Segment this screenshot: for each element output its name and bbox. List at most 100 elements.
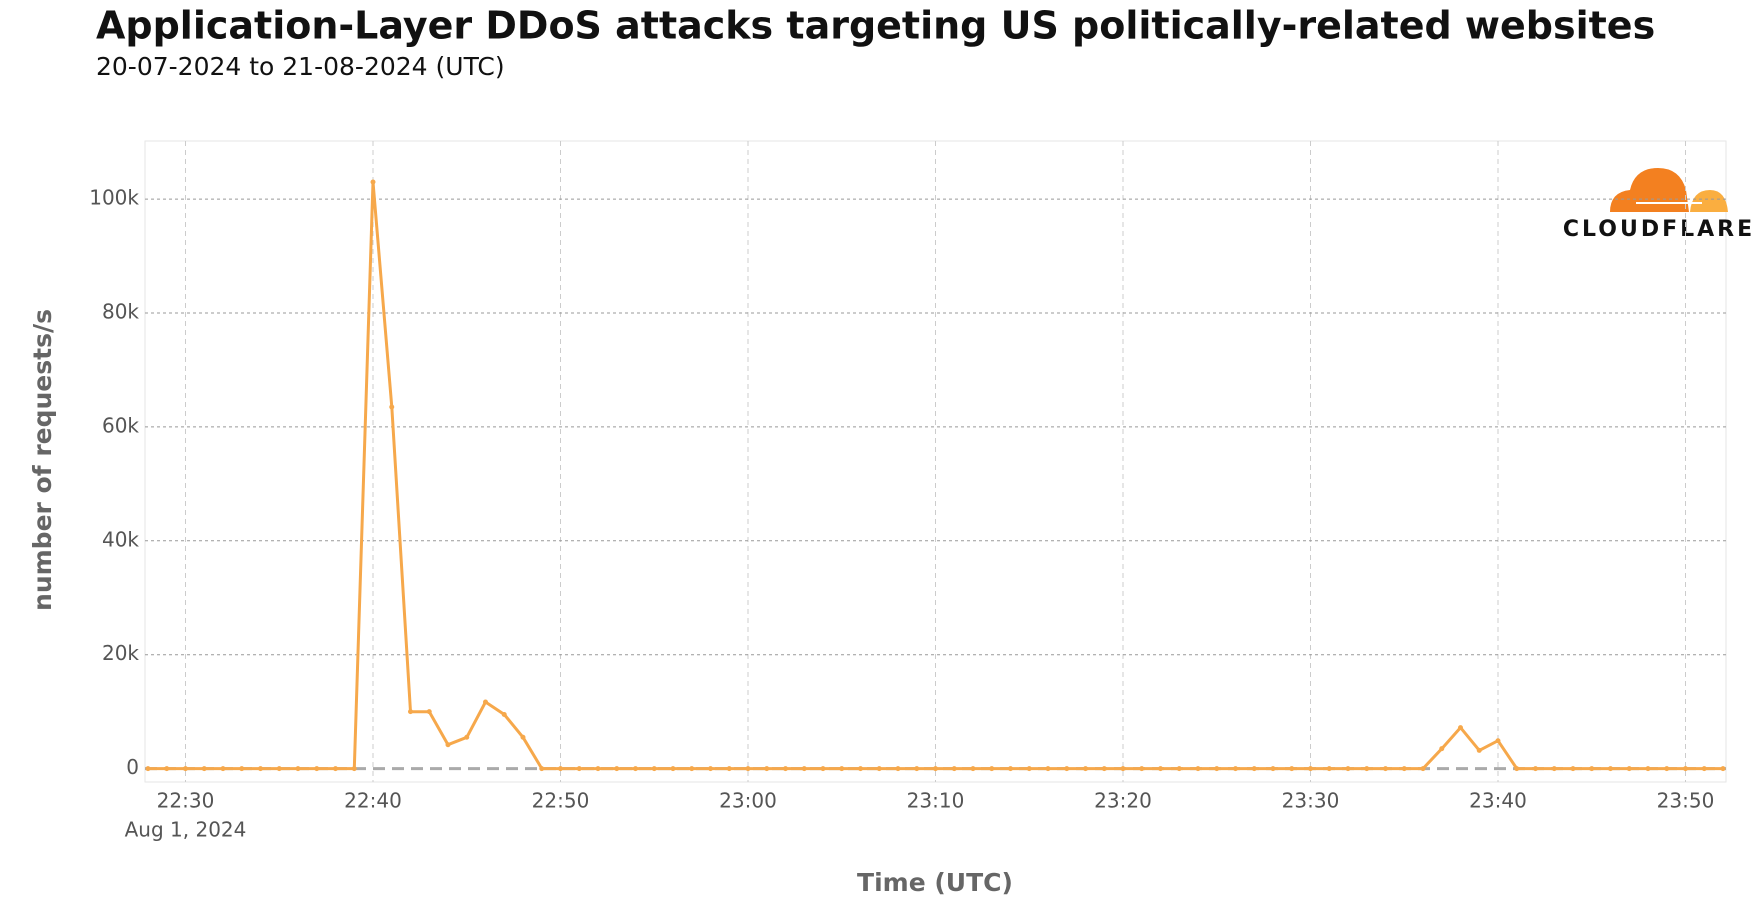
- data-point: [164, 766, 170, 772]
- data-point: [1701, 766, 1707, 772]
- y-tick-label: 20k: [102, 641, 139, 665]
- data-point: [1495, 738, 1501, 744]
- data-point: [1439, 746, 1445, 752]
- data-point: [1214, 766, 1220, 772]
- data-point: [1720, 766, 1726, 772]
- data-point: [539, 766, 545, 772]
- data-point: [858, 766, 863, 772]
- x-tick-label: 22:50: [532, 789, 590, 813]
- x-tick-label: 23:20: [1094, 789, 1152, 813]
- data-point: [1326, 766, 1332, 772]
- x-tick-label: 23:00: [719, 789, 777, 813]
- x-tick-label: 23:50: [1657, 789, 1715, 813]
- data-point: [764, 766, 770, 772]
- data-point: [1589, 766, 1595, 772]
- data-point: [445, 742, 451, 748]
- data-point: [689, 766, 695, 772]
- data-point: [651, 766, 657, 772]
- x-tick-label: 23:30: [1282, 789, 1340, 813]
- y-tick-label: 100k: [89, 186, 139, 210]
- x-tick-label: 22:40: [344, 789, 402, 813]
- data-point: [426, 709, 432, 715]
- data-point: [1551, 766, 1557, 772]
- data-point: [1645, 766, 1651, 772]
- data-point: [1045, 766, 1051, 772]
- data-point: [1458, 725, 1463, 731]
- data-point: [989, 766, 995, 772]
- data-point: [464, 734, 470, 740]
- data-point: [614, 766, 620, 772]
- data-point: [726, 766, 732, 772]
- data-point: [1364, 766, 1370, 772]
- data-point: [258, 766, 263, 772]
- data-point: [1139, 766, 1145, 772]
- y-axis-title: number of requests/s: [28, 309, 57, 611]
- data-point: [1195, 766, 1201, 772]
- data-point: [745, 766, 751, 772]
- x-tick-label: 23:40: [1469, 789, 1527, 813]
- data-point: [1270, 766, 1276, 772]
- chart-title: Application-Layer DDoS attacks targeting…: [96, 4, 1655, 48]
- data-point: [708, 766, 713, 772]
- data-point: [295, 766, 301, 772]
- data-point: [1420, 766, 1426, 772]
- data-point: [1251, 766, 1257, 772]
- data-point: [1026, 766, 1032, 772]
- data-point: [1683, 766, 1688, 772]
- data-point: [1308, 766, 1313, 772]
- x-tick-label: 23:10: [907, 789, 965, 813]
- data-point: [670, 766, 676, 772]
- data-point: [1401, 766, 1407, 772]
- data-point: [1233, 766, 1238, 772]
- data-point: [633, 766, 638, 772]
- data-point: [1476, 747, 1482, 753]
- y-tick-label: 80k: [102, 299, 139, 323]
- data-point: [1514, 766, 1520, 772]
- data-point: [1608, 766, 1613, 772]
- data-point: [370, 179, 376, 185]
- data-point: [1570, 766, 1576, 772]
- x-axis-title: Time (UTC): [857, 868, 1013, 897]
- data-point: [483, 699, 488, 705]
- data-point: [239, 766, 245, 772]
- logo-cloud-small: [1690, 190, 1728, 212]
- data-point: [895, 766, 901, 772]
- data-point: [501, 712, 507, 718]
- data-point: [933, 766, 938, 772]
- data-point: [183, 766, 188, 772]
- data-point: [1533, 766, 1538, 772]
- y-tick-label: 0: [126, 755, 139, 779]
- data-point: [1345, 766, 1351, 772]
- data-point: [876, 766, 882, 772]
- data-point: [1120, 766, 1126, 772]
- data-point: [314, 766, 320, 772]
- x-date-label: Aug 1, 2024: [125, 818, 247, 842]
- data-point: [595, 766, 601, 772]
- data-point: [220, 766, 226, 772]
- chart-subtitle: 20-07-2024 to 21-08-2024 (UTC): [96, 52, 505, 81]
- logo-cloud: [1610, 168, 1689, 212]
- data-point: [1083, 766, 1088, 772]
- data-point: [558, 766, 563, 772]
- data-point: [839, 766, 845, 772]
- data-point: [333, 766, 338, 772]
- data-point: [576, 766, 582, 772]
- data-point: [1664, 766, 1670, 772]
- data-point: [145, 766, 151, 772]
- data-point: [1383, 766, 1388, 772]
- data-point: [801, 766, 807, 772]
- data-point: [1101, 766, 1107, 772]
- data-point: [783, 766, 788, 772]
- data-point: [276, 766, 282, 772]
- data-point: [201, 766, 207, 772]
- x-tick-label: 22:30: [157, 789, 215, 813]
- data-point: [1626, 766, 1632, 772]
- data-point: [820, 766, 826, 772]
- data-point: [914, 766, 920, 772]
- data-point: [1158, 766, 1163, 772]
- data-point: [408, 709, 413, 715]
- data-point: [951, 766, 957, 772]
- cloudflare-logo: CLOUDFLARE: [1563, 168, 1752, 242]
- y-tick-label: 60k: [102, 413, 139, 437]
